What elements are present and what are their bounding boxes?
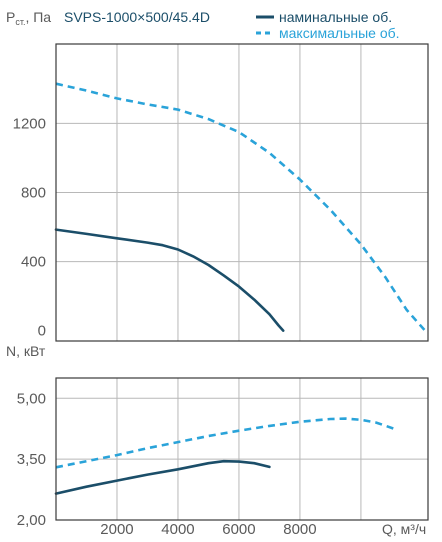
power-plot-frame (55, 377, 429, 521)
chart-legend: наминальные об. максимальные об. (256, 9, 400, 41)
pressure-tick-label: 800 (21, 185, 46, 202)
power-curves (54, 417, 398, 495)
flow-tick-label: 6000 (222, 521, 255, 538)
power-line-nominal (54, 459, 271, 495)
pressure-line-nominal (54, 228, 285, 332)
pressure-line-maximum (55, 82, 426, 332)
power-tick-label: 5,00 (17, 390, 46, 407)
legend-label-nominal: наминальные об. (279, 9, 392, 25)
flow-tick-label: 4000 (161, 521, 194, 538)
legend-label-maximum: максимальные об. (279, 25, 400, 41)
pressure-chart: Pст., Па SVPS-1000×500/45.4D наминальные… (6, 9, 429, 342)
model-title: SVPS-1000×500/45.4D (64, 9, 210, 25)
power-tick-labels: 5,00 3,50 2,00 (17, 390, 46, 529)
pressure-axis-label: Pст., Па (6, 9, 51, 27)
flow-tick-label: 8000 (283, 521, 316, 538)
pressure-grid (56, 44, 428, 341)
power-line-maximum (55, 417, 398, 469)
flow-tick-label: 2000 (100, 521, 133, 538)
flow-tick-labels: 2000 4000 6000 8000 (100, 521, 316, 538)
flow-axis-label: Q, м³/ч (382, 521, 426, 537)
pressure-tick-label: 0 (38, 323, 46, 340)
power-tick-label: 2,00 (17, 512, 46, 529)
power-axis-label: N, кВт (6, 343, 46, 359)
power-grid (56, 378, 428, 520)
pressure-curves (54, 82, 426, 332)
pressure-plot-frame (55, 43, 429, 342)
power-chart: N, кВт 5,00 3,50 2,00 2000 4000 6000 8000 Q, … (6, 343, 429, 538)
pressure-tick-label: 400 (21, 254, 46, 271)
power-tick-label: 3,50 (17, 451, 46, 468)
pressure-tick-label: 1200 (13, 115, 46, 132)
pressure-tick-labels: 0 400 800 1200 (13, 115, 46, 339)
